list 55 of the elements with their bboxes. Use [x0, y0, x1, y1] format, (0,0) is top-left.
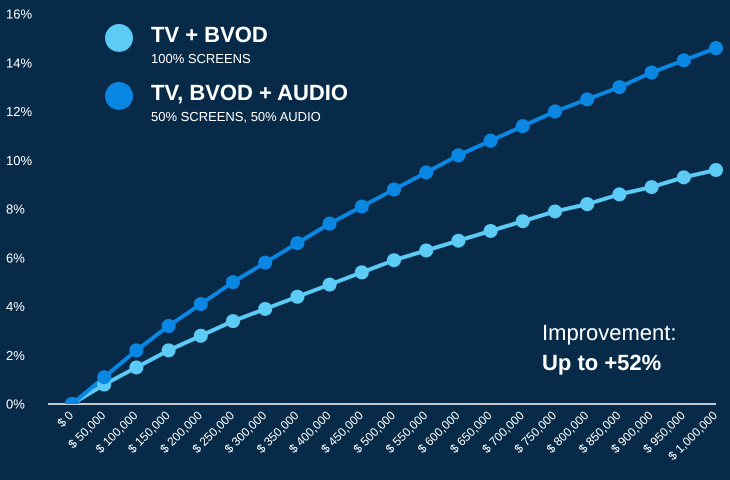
point: [387, 182, 401, 196]
point: [194, 297, 208, 312]
point: [612, 80, 626, 94]
point: [258, 256, 272, 270]
point: [484, 134, 498, 148]
point: [97, 370, 112, 384]
point: [162, 319, 176, 333]
point: [548, 204, 562, 218]
y-tick-label: 14%: [6, 55, 32, 70]
point: [322, 278, 337, 292]
y-tick-label: 12%: [6, 104, 32, 120]
annotation: Improvement:: [542, 320, 676, 346]
point: [516, 214, 530, 228]
y-tick-label: 0%: [6, 396, 26, 412]
point: [322, 216, 337, 231]
legend-label: TV + BVOD: [151, 22, 268, 48]
y-tick-label: 16%: [6, 6, 32, 22]
annotation: 50% SCREENS, 50% AUDIO: [151, 109, 322, 124]
point: [258, 302, 272, 316]
y-tick-label: 6%: [6, 250, 26, 266]
y-tick-label: 8%: [6, 202, 26, 217]
annotation: Up to +52%: [542, 350, 662, 376]
point: [129, 360, 144, 374]
point: [709, 41, 723, 56]
point: [612, 187, 626, 202]
point: [419, 165, 434, 180]
y-tick-label: 10%: [6, 152, 32, 168]
point: [580, 197, 594, 212]
point: [676, 53, 691, 68]
point: [644, 180, 659, 194]
legend-label: TV, BVOD + AUDIO: [151, 80, 348, 106]
point: [451, 148, 466, 162]
point: [451, 234, 466, 248]
point: [676, 170, 691, 184]
point: [644, 66, 659, 80]
point: [354, 265, 369, 280]
y-tick-label: 4%: [6, 299, 26, 314]
point: [580, 92, 594, 106]
point: [162, 343, 176, 358]
point: [226, 275, 240, 290]
point: [709, 163, 723, 177]
point: [354, 200, 369, 214]
point: [226, 314, 240, 328]
point: [290, 290, 304, 304]
point: [194, 328, 208, 343]
point: [290, 236, 304, 250]
point: [516, 119, 530, 134]
point: [419, 243, 434, 258]
y-tick-label: 2%: [6, 348, 26, 363]
point: [387, 253, 401, 268]
annotation: 100% SCREENS: [151, 51, 252, 66]
point: [129, 343, 144, 358]
point: [548, 104, 562, 118]
point: [484, 224, 498, 238]
x-tick-label: $ 0: [54, 408, 76, 430]
